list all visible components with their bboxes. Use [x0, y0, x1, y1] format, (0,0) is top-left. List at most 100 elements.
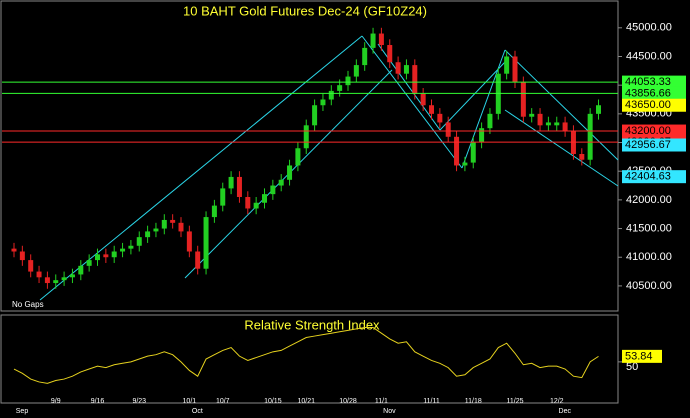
x-tick-label: 10/1	[183, 398, 197, 405]
candle-body	[295, 148, 301, 166]
candle-body	[69, 274, 75, 278]
candle-body	[11, 248, 17, 252]
candle-body	[220, 188, 226, 206]
candle-body	[520, 82, 526, 117]
y-tick-label: 44500.00	[626, 50, 672, 62]
candle-body	[345, 76, 351, 86]
candle-body	[53, 280, 59, 284]
level-tag	[622, 86, 686, 100]
level-tag	[622, 138, 686, 152]
chart-title: 10 BAHT Gold Futures Dec-24 (GF10Z24)	[183, 3, 427, 18]
x-tick-label: 11/18	[465, 398, 482, 405]
candle-body	[387, 45, 393, 63]
y-tick-label: 45000.00	[626, 22, 672, 34]
candle-body	[236, 176, 242, 198]
candle-body	[120, 248, 126, 252]
level-tag	[622, 124, 686, 138]
x-tick-label: 10/28	[339, 398, 357, 405]
x-tick-label: 12/2	[550, 398, 564, 405]
candle-body	[537, 113, 543, 126]
candle-body	[596, 105, 601, 114]
candle-body	[378, 33, 384, 46]
y-tick-label: 41500.00	[626, 222, 672, 234]
candle-body	[153, 228, 159, 232]
candle-body	[136, 237, 142, 246]
candle-body	[28, 260, 34, 272]
level-label: 43200.00	[625, 125, 671, 137]
candle-body	[161, 219, 167, 229]
month-label: Dec	[559, 408, 572, 415]
month-label: Oct	[192, 408, 203, 415]
candle-body	[86, 260, 92, 266]
candle-body	[512, 56, 518, 83]
candle-body	[587, 113, 593, 160]
candle-body	[370, 33, 376, 48]
candle-body	[437, 113, 443, 123]
rsi-value-label: 53.84	[625, 350, 653, 362]
level-label: 44053.33	[625, 76, 671, 88]
candle-body	[504, 56, 510, 74]
candle-body	[128, 245, 134, 249]
candle-body	[579, 153, 585, 160]
candle-body	[545, 122, 551, 126]
candle-body	[203, 217, 209, 269]
x-tick-label: 10/7	[216, 398, 230, 405]
candle-body	[61, 277, 67, 281]
candle-body	[95, 254, 100, 261]
level-label: 43650.00	[625, 99, 671, 111]
candle-body	[554, 122, 560, 126]
candle-body	[178, 222, 184, 232]
x-tick-label: 9/23	[132, 398, 146, 405]
rsi-line	[13, 326, 599, 384]
candle-body	[529, 113, 535, 117]
candle-body	[462, 162, 468, 166]
annotation: No Gaps	[12, 300, 44, 309]
candle-body	[353, 65, 359, 77]
candle-body	[186, 231, 192, 252]
candle-body	[195, 251, 201, 269]
candle-body	[228, 176, 234, 189]
candle-body	[111, 251, 117, 258]
candle-body	[103, 254, 109, 258]
candle-body	[262, 194, 267, 203]
candle-body	[312, 105, 318, 126]
candle-body	[337, 85, 343, 91]
rsi-title: Relative Strength Index	[244, 317, 380, 332]
month-label: Sep	[16, 408, 29, 415]
x-tick-label: 10/15	[264, 398, 282, 405]
candle-body	[395, 62, 401, 74]
x-tick-label: 10/21	[297, 398, 315, 405]
candle-body	[454, 136, 460, 166]
candle-body	[403, 65, 409, 74]
candle-body	[287, 165, 293, 180]
month-label: Nov	[383, 408, 396, 415]
level-tag	[622, 170, 686, 184]
candle-body	[479, 128, 485, 143]
level-tag	[622, 98, 686, 112]
x-tick-label: 11/1	[375, 398, 388, 405]
candle-body	[445, 122, 451, 137]
candle-body	[320, 99, 326, 106]
level-label: 42956.67	[625, 139, 671, 151]
price-panel	[0, 0, 619, 312]
candle-body	[78, 265, 84, 275]
candle-body	[562, 122, 568, 132]
y-tick-label: 41000.00	[626, 251, 672, 263]
level-label: 43856.66	[625, 87, 671, 99]
x-tick-label: 9/16	[91, 398, 105, 405]
candle-body	[487, 113, 493, 129]
candle-body	[211, 205, 217, 218]
candle-body	[270, 185, 276, 195]
x-tick-label: 9/9	[51, 398, 61, 405]
candle-body	[44, 277, 50, 284]
rsi-tag	[622, 349, 662, 363]
x-tick-label: 11/25	[507, 398, 524, 405]
candle-body	[303, 125, 309, 149]
level-label: 42404.63	[625, 171, 671, 183]
rsi-panel	[0, 314, 619, 404]
candle-body	[278, 179, 284, 186]
candle-body	[36, 271, 42, 278]
candle-body	[328, 90, 334, 100]
candle-body	[170, 219, 176, 223]
